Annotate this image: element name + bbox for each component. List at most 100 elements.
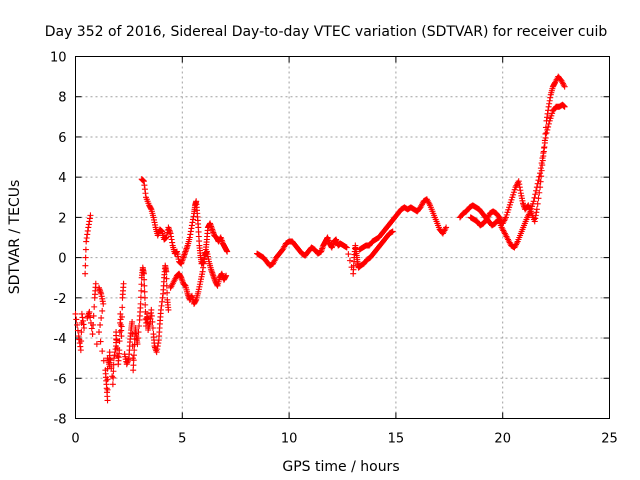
data-point (545, 120, 552, 127)
data-point (138, 287, 145, 294)
data-point (134, 341, 141, 348)
y-tick-label: 4 (58, 171, 66, 186)
data-point (141, 288, 148, 295)
data-point (82, 262, 89, 269)
y-tick-label: 2 (58, 211, 66, 226)
data-point (561, 83, 568, 90)
data-point (118, 313, 125, 320)
data-point (343, 244, 350, 251)
data-point (74, 327, 81, 334)
data-point (134, 335, 141, 342)
data-point (87, 212, 94, 219)
data-point (223, 272, 230, 279)
y-axis-label: SDTVAR / TECUs (7, 180, 23, 295)
data-point (120, 280, 127, 287)
data-point (148, 306, 155, 313)
data-point (98, 314, 105, 321)
chart-title: Day 352 of 2016, Sidereal Day-to-day VTE… (45, 24, 608, 40)
data-point (389, 228, 396, 235)
data-point (109, 373, 116, 380)
data-point (135, 329, 142, 336)
data-point (561, 103, 568, 110)
data-point (104, 397, 111, 404)
data-point (113, 337, 120, 344)
data-point (110, 368, 117, 375)
data-point (538, 173, 545, 180)
data-point (534, 200, 541, 207)
data-point (78, 338, 85, 345)
data-point (104, 376, 111, 383)
data-point (100, 300, 107, 307)
x-axis-label: GPS time / hours (282, 459, 399, 475)
data-point (116, 338, 123, 345)
data-point (89, 331, 96, 338)
data-point (141, 294, 148, 301)
data-point (149, 325, 156, 331)
data-point (149, 318, 156, 325)
data-point (91, 303, 98, 310)
data-point (117, 310, 124, 317)
data-point (77, 347, 84, 354)
grid (75, 56, 610, 419)
data-point (542, 124, 549, 131)
plot-frame (75, 56, 610, 419)
data-point (99, 307, 106, 314)
data-point (443, 224, 450, 231)
data-point (532, 191, 539, 198)
y-tick-label: -8 (54, 413, 67, 428)
data-point (86, 308, 93, 315)
data-point (92, 280, 99, 287)
data-point (72, 310, 79, 317)
x-tick-labels: 0 5 10 15 20 25 (71, 432, 617, 447)
data-point (82, 254, 89, 261)
data-point (104, 386, 111, 393)
data-point (165, 306, 172, 313)
data-point (118, 333, 125, 340)
data-points (72, 73, 568, 404)
data-point (537, 178, 544, 185)
data-point (106, 349, 113, 356)
data-point (141, 276, 148, 283)
data-point (136, 322, 143, 329)
x-tick-label: 15 (388, 432, 405, 447)
data-point (82, 246, 89, 253)
data-point (109, 381, 116, 388)
data-point (536, 189, 543, 196)
data-point (129, 318, 136, 325)
data-point (533, 206, 540, 213)
y-tick-labels: -8 -6 -4 -2 0 2 4 6 8 10 (50, 51, 67, 428)
x-tick-label: 25 (601, 432, 618, 447)
data-point (148, 312, 155, 319)
data-point (116, 347, 123, 354)
y-tick-label: 10 (50, 51, 67, 66)
data-point (530, 198, 537, 205)
data-point (88, 325, 95, 332)
data-point (537, 184, 544, 191)
data-point (108, 365, 115, 372)
data-point (538, 167, 545, 174)
axis-ticks (75, 56, 610, 419)
data-point (535, 195, 542, 202)
data-point (97, 321, 104, 328)
data-point (78, 329, 85, 336)
data-point (97, 338, 104, 345)
x-tick-label: 5 (178, 432, 186, 447)
y-tick-label: 8 (58, 91, 66, 106)
data-point (99, 348, 106, 355)
data-point (130, 352, 137, 359)
data-point (73, 316, 80, 323)
data-point (163, 268, 170, 275)
y-tick-label: -6 (54, 372, 67, 387)
data-point (345, 251, 352, 258)
data-point (163, 275, 170, 282)
data-point (74, 321, 81, 328)
data-point (541, 144, 548, 150)
y-tick-label: 0 (58, 252, 66, 267)
data-point (90, 321, 97, 328)
data-point (118, 323, 125, 330)
data-point (542, 130, 549, 137)
data-point (107, 357, 114, 364)
data-point (119, 304, 126, 311)
data-point (81, 325, 88, 331)
